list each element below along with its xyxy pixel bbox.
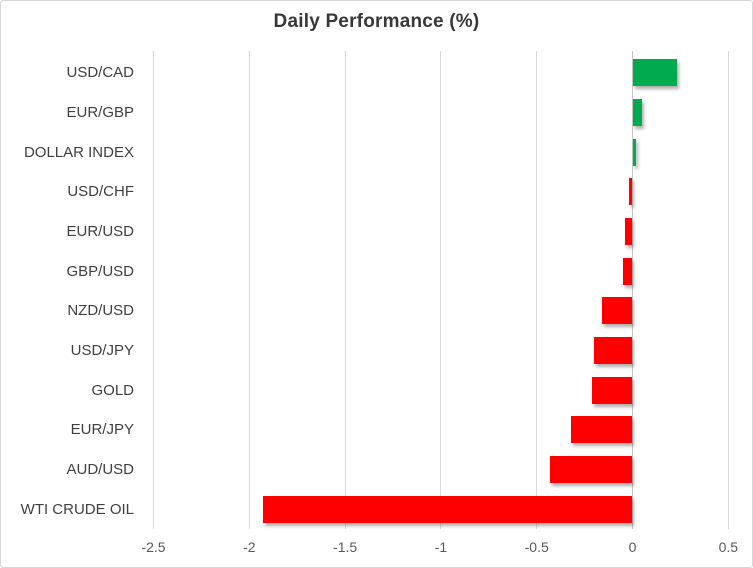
bar-eur-jpy — [571, 416, 633, 444]
bar-usd-jpy — [594, 337, 633, 364]
gridline — [440, 51, 442, 529]
bar-usd-cad — [632, 59, 677, 87]
category-label: GOLD — [91, 381, 134, 399]
gridline — [727, 51, 729, 529]
bar-aud-usd — [550, 456, 633, 483]
bar-wti-crude-oil — [262, 495, 633, 523]
x-axis-tick-label: 0 — [628, 539, 637, 555]
category-label: EUR/JPY — [70, 421, 134, 439]
bar-usd-chf — [628, 178, 633, 206]
gridline — [153, 51, 154, 529]
chart-title: Daily Performance (%) — [273, 11, 480, 32]
bar-nzd-usd — [601, 297, 633, 325]
category-label: NZD/USD — [67, 302, 134, 320]
category-label: DOLLAR INDEX — [23, 143, 134, 161]
bar-eur-gbp — [632, 99, 643, 126]
category-label: WTI CRUDE OIL — [20, 500, 134, 518]
category-label: USD/CAD — [66, 64, 134, 82]
gridline — [344, 51, 346, 529]
zero-axis-line — [632, 51, 633, 529]
x-axis-tick-label: -0.5 — [524, 539, 549, 555]
category-label: AUD/USD — [66, 461, 134, 478]
category-label: GBP/USD — [66, 262, 134, 280]
x-axis-tick-label: -2 — [243, 539, 256, 555]
bar-dollar-index — [632, 138, 637, 166]
x-axis-tick-label: -1.5 — [333, 539, 358, 555]
category-label: USD/JPY — [70, 342, 134, 359]
x-axis-tick-label: -2.5 — [141, 539, 166, 555]
bar-eur-usd — [624, 218, 633, 245]
x-axis-tick-label: 0.5 — [718, 539, 739, 555]
category-label: USD/CHF — [67, 183, 134, 201]
gridline — [248, 51, 250, 529]
bar-gbp-usd — [622, 257, 633, 285]
x-axis-tick-label: -1 — [434, 539, 448, 555]
category-label: EUR/GBP — [66, 104, 134, 121]
bar-gold — [592, 376, 633, 404]
category-label: EUR/USD — [66, 223, 134, 240]
gridline — [536, 51, 538, 529]
